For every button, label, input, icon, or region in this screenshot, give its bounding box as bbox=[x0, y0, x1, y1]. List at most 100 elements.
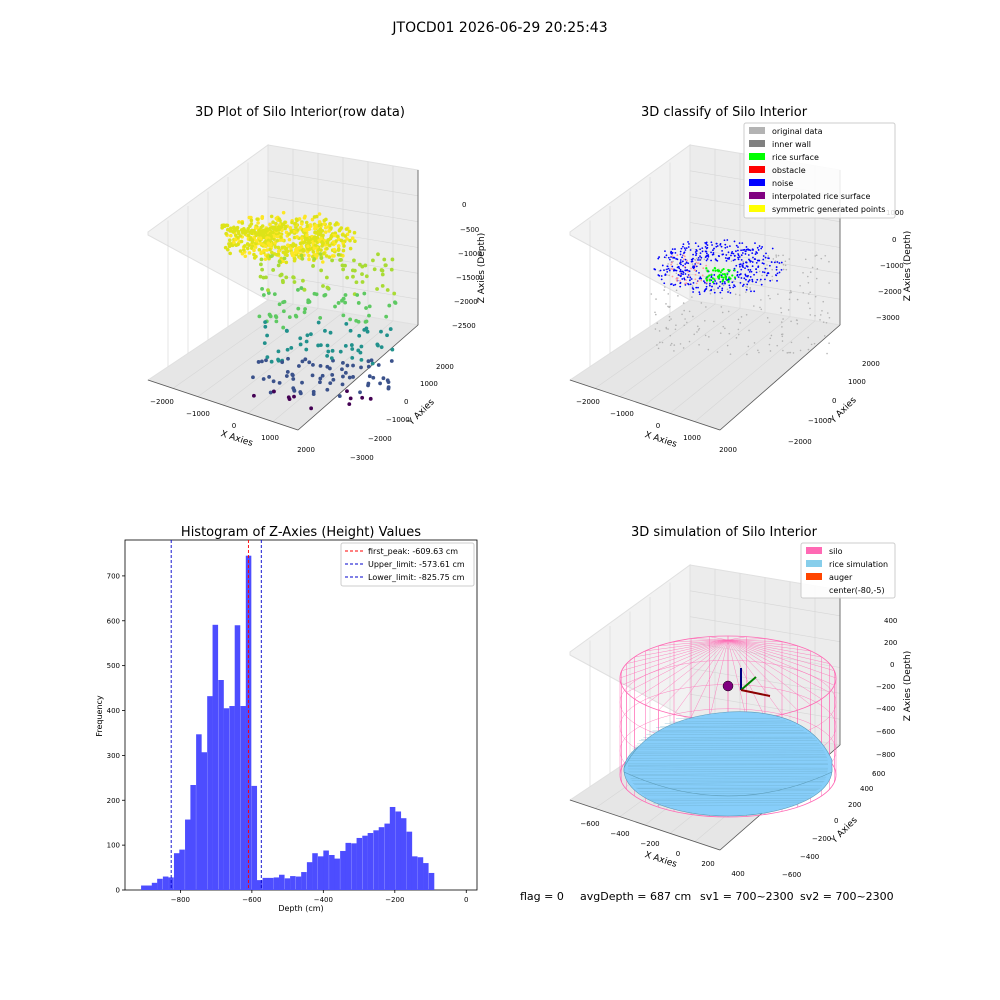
grid-line bbox=[669, 316, 791, 414]
data-point bbox=[381, 376, 386, 381]
original-data-point bbox=[788, 258, 791, 260]
noise-point bbox=[666, 270, 669, 273]
noise-point bbox=[671, 248, 674, 250]
data-point bbox=[334, 239, 338, 243]
obstacle-point bbox=[701, 274, 704, 277]
raw-x-ticks: −2000 −1000 0 1000 2000 bbox=[150, 398, 315, 454]
noise-point bbox=[747, 248, 750, 251]
noise-point bbox=[692, 257, 694, 260]
data-point bbox=[330, 372, 335, 377]
data-point bbox=[233, 233, 238, 238]
data-point bbox=[302, 287, 307, 292]
data-point bbox=[370, 361, 375, 366]
y-tick-label: 500 bbox=[107, 662, 120, 670]
rice-mesh-line bbox=[653, 801, 803, 804]
raw-z-ticks: −2500 −2000 −1500 −1000 −500 0 bbox=[452, 201, 482, 330]
original-data-point bbox=[654, 311, 656, 314]
original-data-point bbox=[759, 280, 761, 282]
original-data-point bbox=[815, 254, 818, 257]
noise-point bbox=[775, 266, 778, 268]
noise-point bbox=[750, 290, 752, 293]
noise-point bbox=[712, 249, 714, 252]
data-point bbox=[256, 360, 261, 364]
noise-point bbox=[667, 267, 670, 270]
noise-point bbox=[729, 286, 731, 289]
axis-line bbox=[719, 324, 841, 431]
data-point bbox=[268, 390, 273, 395]
data-point bbox=[371, 375, 376, 380]
data-point bbox=[343, 343, 348, 348]
z-tick-label: −1000 bbox=[880, 262, 904, 270]
silo-roof-line bbox=[658, 639, 729, 647]
original-data-point bbox=[703, 319, 706, 322]
original-data-point bbox=[670, 342, 673, 345]
noise-point bbox=[733, 255, 736, 257]
silo-roof-line bbox=[727, 636, 747, 641]
x-tick-label: 200 bbox=[701, 860, 714, 868]
auger-center-dot bbox=[722, 680, 734, 692]
original-data-point bbox=[703, 258, 706, 260]
data-point bbox=[260, 286, 264, 291]
histogram-bar bbox=[306, 862, 313, 890]
noise-point bbox=[684, 263, 687, 265]
histogram-bar bbox=[179, 849, 185, 890]
data-point bbox=[368, 396, 373, 401]
data-point bbox=[251, 375, 255, 380]
original-data-point bbox=[674, 328, 677, 331]
noise-point bbox=[673, 268, 675, 271]
data-point bbox=[345, 275, 350, 280]
data-point bbox=[279, 256, 284, 261]
data-point bbox=[383, 263, 388, 268]
noise-point bbox=[751, 265, 754, 268]
obstacle-point bbox=[705, 281, 708, 284]
data-point bbox=[341, 360, 345, 365]
data-point bbox=[318, 363, 323, 368]
obstacle-point bbox=[671, 268, 674, 271]
data-point bbox=[266, 254, 270, 259]
original-data-point bbox=[782, 263, 785, 266]
noise-point bbox=[775, 274, 778, 277]
data-point bbox=[298, 336, 303, 341]
data-point bbox=[274, 221, 278, 226]
data-point bbox=[276, 357, 280, 362]
noise-point bbox=[755, 268, 757, 271]
obstacle-point bbox=[702, 267, 705, 270]
original-data-point bbox=[824, 254, 827, 257]
panel-simulation-3d: 3D simulation of Silo Interior −600 −400… bbox=[568, 525, 913, 879]
histogram-y-label: Frequency bbox=[95, 695, 104, 737]
original-data-point bbox=[720, 306, 723, 308]
original-data-point bbox=[709, 292, 712, 295]
histogram-bar bbox=[279, 874, 285, 890]
noise-point bbox=[684, 249, 687, 251]
rice-surface-point bbox=[710, 273, 713, 276]
data-point bbox=[272, 292, 277, 297]
noise-point bbox=[710, 241, 713, 244]
noise-point bbox=[666, 265, 669, 268]
x-tick-label: −1000 bbox=[610, 410, 634, 418]
original-data-point bbox=[790, 291, 792, 294]
original-data-point bbox=[767, 255, 770, 257]
noise-point bbox=[699, 259, 701, 261]
data-point bbox=[256, 221, 260, 225]
histogram-bar bbox=[417, 857, 424, 890]
data-point bbox=[323, 230, 328, 234]
noise-point bbox=[683, 277, 686, 280]
obstacle-point bbox=[671, 255, 674, 258]
data-point bbox=[314, 292, 319, 297]
noise-point bbox=[676, 266, 679, 269]
legend-box bbox=[800, 542, 896, 599]
original-data-point bbox=[769, 297, 771, 300]
noise-point bbox=[661, 264, 664, 267]
noise-point bbox=[737, 258, 740, 261]
data-point bbox=[359, 357, 364, 362]
legend-swatch bbox=[806, 547, 822, 554]
legend-label: auger bbox=[829, 573, 853, 582]
data-point bbox=[284, 230, 289, 235]
original-data-point bbox=[716, 351, 719, 353]
noise-point bbox=[714, 280, 717, 282]
data-point bbox=[304, 220, 309, 225]
data-point bbox=[236, 229, 241, 234]
z-tick-label: 0 bbox=[890, 661, 894, 669]
z-tick-label: −2500 bbox=[452, 322, 476, 330]
original-data-point bbox=[698, 344, 700, 346]
